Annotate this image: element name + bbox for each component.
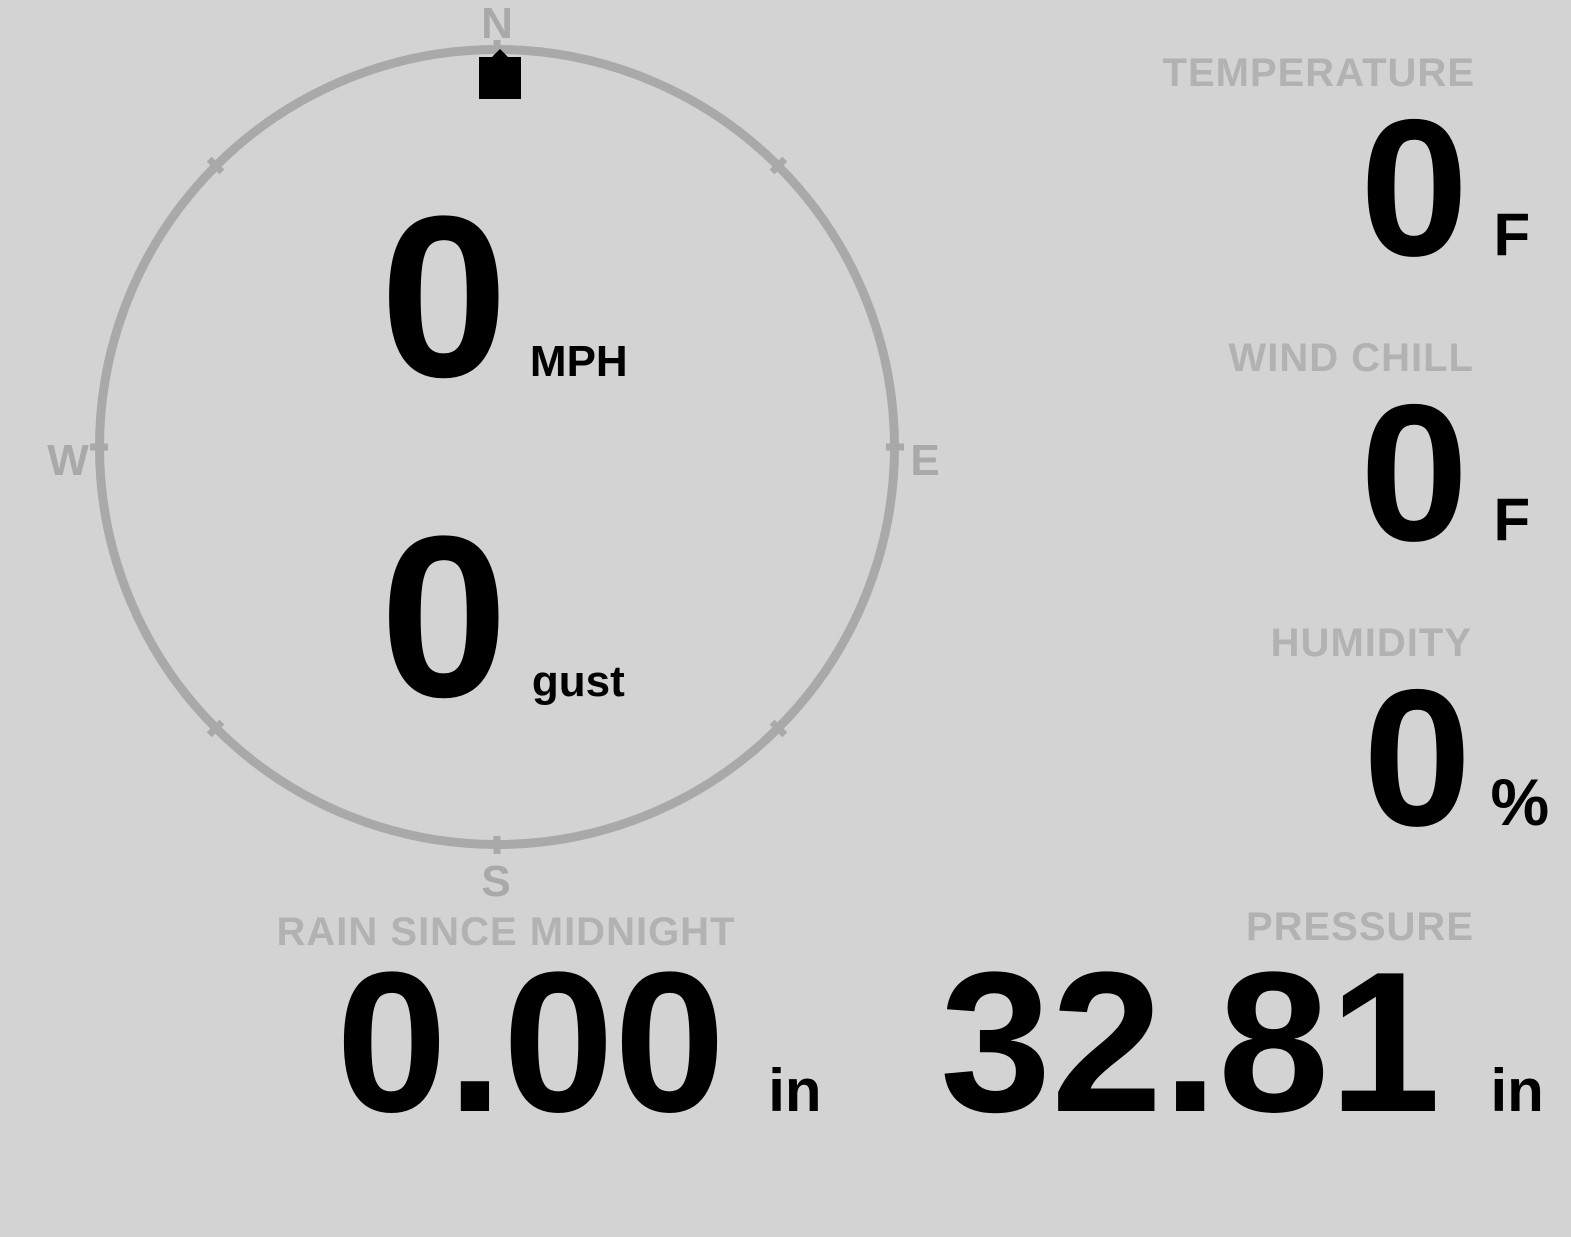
compass-east-label: E xyxy=(910,436,940,485)
compass-west-label: W xyxy=(47,436,89,485)
temperature-readout: 0 F xyxy=(1360,91,1530,286)
rain-since-midnight-readout: 0.00 in xyxy=(336,943,822,1143)
wind-speed-readout: 0 MPH xyxy=(380,182,628,412)
wind-gust-readout: 0 gust xyxy=(380,502,625,732)
rain-since-midnight-unit: in xyxy=(768,1057,822,1124)
temperature-label: TEMPERATURE xyxy=(1162,51,1475,95)
temperature-unit: F xyxy=(1493,201,1531,268)
compass-tick xyxy=(90,443,108,451)
compass-tick xyxy=(886,443,904,451)
humidity-value: 0 xyxy=(1363,649,1472,867)
wind-gust-unit: gust xyxy=(531,657,625,706)
wind-chill-readout: 0 F xyxy=(1360,376,1530,571)
temperature-value: 0 xyxy=(1360,79,1469,297)
pressure-label: PRESSURE xyxy=(1245,905,1474,949)
pressure-unit: in xyxy=(1490,1057,1544,1124)
pressure-readout: 32.81 in xyxy=(940,943,1544,1143)
compass-tick xyxy=(493,836,501,854)
compass-south-label: S xyxy=(481,857,511,906)
pressure-value: 32.81 xyxy=(940,931,1441,1154)
wind-direction-marker-icon xyxy=(479,57,521,99)
wind-chill-unit: F xyxy=(1493,486,1531,553)
humidity-readout: 0 % xyxy=(1363,661,1549,856)
wind-chill-value: 0 xyxy=(1360,364,1469,582)
wind-speed-value: 0 xyxy=(380,168,508,425)
wind-direction-marker-icon xyxy=(490,49,510,59)
humidity-unit: % xyxy=(1490,765,1550,839)
compass-north-label: N xyxy=(481,0,513,48)
wind-gust-value: 0 xyxy=(380,488,508,745)
rain-since-midnight-label: RAIN SINCE MIDNIGHT xyxy=(276,910,736,954)
wind-speed-unit: MPH xyxy=(529,337,628,386)
rain-since-midnight-value: 0.00 xyxy=(336,931,726,1154)
wind-chill-label: WIND CHILL xyxy=(1228,336,1474,380)
humidity-label: HUMIDITY xyxy=(1270,621,1472,665)
